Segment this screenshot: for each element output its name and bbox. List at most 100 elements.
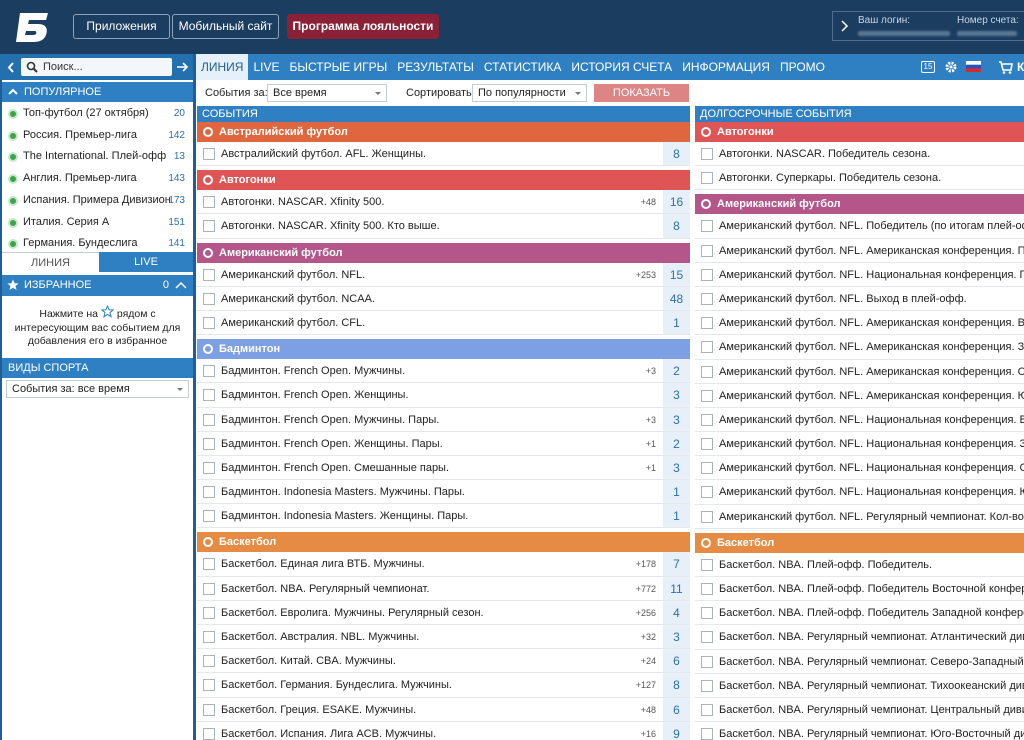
event-row[interactable]: Американский футбол. NFL. Регулярный чем…: [695, 505, 1024, 529]
favorite-checkbox[interactable]: [701, 703, 713, 716]
event-row[interactable]: Американский футбол. NFL. Американская к…: [695, 239, 1024, 263]
event-row[interactable]: Американский футбол. NFL. Американская к…: [695, 360, 1024, 384]
favorite-checkbox[interactable]: [203, 461, 215, 474]
event-row[interactable]: Американский футбол. NFL. Выход в плей-о…: [695, 287, 1024, 312]
sport-header[interactable]: Баскетбол: [695, 532, 1024, 553]
event-row[interactable]: Баскетбол. Испания. Лига ACB. Мужчины. +1…: [197, 721, 690, 740]
cart-icon[interactable]: [998, 60, 1013, 74]
apps-button[interactable]: Приложения: [73, 14, 170, 39]
event-row[interactable]: Американский футбол. NFL. Национальная к…: [695, 456, 1024, 481]
event-count[interactable]: 3: [662, 455, 690, 480]
favorite-checkbox[interactable]: [203, 365, 215, 378]
event-count[interactable]: 7: [662, 552, 690, 576]
event-row[interactable]: Баскетбол. Германия. Бундеслига. Мужчины…: [197, 673, 690, 698]
sort-select[interactable]: По популярности: [472, 84, 587, 102]
favorite-checkbox[interactable]: [203, 486, 215, 499]
language-flag[interactable]: [966, 61, 981, 72]
logo[interactable]: [14, 11, 50, 43]
event-count[interactable]: 48: [662, 286, 690, 310]
event-count[interactable]: 11: [662, 576, 690, 600]
favorite-checkbox[interactable]: [203, 582, 215, 595]
popular-item[interactable]: The International. Плей-офф 13: [2, 146, 193, 168]
back-icon[interactable]: [7, 62, 15, 73]
favorite-checkbox[interactable]: [203, 727, 215, 740]
nav-item[interactable]: ИСТОРИЯ СЧЕТА: [571, 60, 673, 74]
sport-header[interactable]: Автогонки: [695, 122, 1024, 142]
event-row[interactable]: Баскетбол. NBA. Плей-офф. Победитель Вос…: [695, 577, 1024, 602]
event-row[interactable]: Баскетбол. NBA. Регулярный чемпионат. Се…: [695, 650, 1024, 674]
event-row[interactable]: Баскетбол. NBA. Регулярный чемпионат. +77…: [197, 576, 690, 601]
sports-period-select[interactable]: События за: все время: [6, 380, 189, 398]
favorite-checkbox[interactable]: [701, 462, 713, 475]
login-box[interactable]: Ваш логин: Номер счета:: [832, 11, 1024, 41]
favorite-checkbox[interactable]: [701, 220, 713, 233]
popular-item[interactable]: Россия. Премьер-лига 142: [2, 125, 193, 147]
event-row[interactable]: Баскетбол. NBA. Регулярный чемпионат. Юг…: [695, 722, 1024, 740]
favorite-checkbox[interactable]: [701, 728, 713, 740]
nav-item[interactable]: РЕЗУЛЬТАТЫ: [397, 60, 474, 74]
event-row[interactable]: Австралийский футбол. AFL. Женщины. 8: [197, 142, 690, 167]
event-row[interactable]: Американский футбол. NFL. Победитель (по…: [695, 214, 1024, 239]
event-count[interactable]: 1: [662, 480, 690, 504]
favorite-checkbox[interactable]: [701, 341, 713, 354]
favorite-checkbox[interactable]: [203, 389, 215, 402]
period-select[interactable]: Все время: [267, 84, 387, 102]
favorite-checkbox[interactable]: [203, 292, 215, 305]
favorite-checkbox[interactable]: [203, 679, 215, 692]
event-row[interactable]: Бадминтон. French Open. Женщины. 3: [197, 383, 690, 408]
favorite-checkbox[interactable]: [701, 244, 713, 257]
event-row[interactable]: Американский футбол. NFL. +253 15: [197, 262, 690, 287]
popular-item[interactable]: Италия. Серия А 151: [2, 212, 193, 234]
event-row[interactable]: Баскетбол. Евролига. Мужчины. Регулярный…: [197, 600, 690, 625]
event-row[interactable]: Американский футбол. NFL. Национальная к…: [695, 480, 1024, 505]
calendar-badge[interactable]: 15: [921, 61, 935, 73]
favorite-checkbox[interactable]: [203, 148, 215, 160]
mobile-button[interactable]: Мобильный сайт: [172, 14, 279, 39]
favorites-header[interactable]: ИЗБРАННОЕ 0: [2, 275, 193, 296]
favorite-checkbox[interactable]: [203, 220, 215, 233]
nav-item[interactable]: СТАТИСТИКА: [483, 60, 562, 74]
search-input[interactable]: Поиск...: [21, 58, 172, 76]
go-icon[interactable]: [176, 61, 189, 73]
favorite-checkbox[interactable]: [203, 437, 215, 450]
favorite-checkbox[interactable]: [203, 413, 215, 426]
nav-item[interactable]: ПРОМО: [779, 60, 826, 74]
event-row[interactable]: Американский футбол. NFL. Американская к…: [695, 311, 1024, 336]
loyalty-button[interactable]: Программа лояльности: [287, 14, 439, 39]
event-row[interactable]: Баскетбол. Китай. CBA. Мужчины. +24 6: [197, 649, 690, 674]
favorite-checkbox[interactable]: [203, 655, 215, 668]
event-row[interactable]: Американский футбол. CFL. 1: [197, 310, 690, 336]
favorite-checkbox[interactable]: [701, 558, 713, 571]
favorite-checkbox[interactable]: [203, 703, 215, 716]
favorite-checkbox[interactable]: [203, 268, 215, 281]
event-count[interactable]: 2: [662, 359, 690, 383]
nav-item[interactable]: БЫСТРЫЕ ИГРЫ: [289, 60, 388, 74]
event-count[interactable]: 1: [662, 504, 690, 528]
sport-header[interactable]: Американский футбол: [197, 242, 690, 263]
favorite-checkbox[interactable]: [701, 148, 713, 160]
event-row[interactable]: Американский футбол. NFL. Национальная к…: [695, 263, 1024, 287]
favorite-checkbox[interactable]: [701, 413, 713, 426]
event-count[interactable]: 6: [662, 649, 690, 673]
event-row[interactable]: Автогонки. NASCAR. Xfinity 500. +48 16: [197, 190, 690, 215]
favorite-checkbox[interactable]: [701, 268, 713, 281]
event-row[interactable]: Баскетбол. Австралия. NBL. Мужчины. +32 3: [197, 625, 690, 650]
sport-header[interactable]: Автогонки: [197, 170, 690, 191]
event-row[interactable]: Бадминтон. French Open. Мужчины. +3 2: [197, 359, 690, 384]
cart-label[interactable]: К: [1017, 60, 1024, 74]
favorite-checkbox[interactable]: [701, 438, 713, 451]
favorite-checkbox[interactable]: [203, 631, 215, 643]
event-count[interactable]: 15: [662, 262, 690, 286]
show-button[interactable]: ПОКАЗАТЬ: [594, 84, 689, 102]
event-count[interactable]: 8: [662, 142, 690, 166]
favorite-checkbox[interactable]: [203, 510, 215, 523]
sport-header[interactable]: Баскетбол: [197, 532, 690, 553]
favorite-checkbox[interactable]: [701, 317, 713, 330]
event-count[interactable]: 3: [662, 625, 690, 649]
event-count[interactable]: 3: [662, 407, 690, 431]
favorite-checkbox[interactable]: [701, 583, 713, 595]
event-count[interactable]: 9: [662, 721, 690, 740]
event-row[interactable]: Бадминтон. French Open. Смешанные пары. +…: [197, 455, 690, 481]
event-count[interactable]: 2: [662, 431, 690, 455]
favorite-checkbox[interactable]: [701, 655, 713, 668]
